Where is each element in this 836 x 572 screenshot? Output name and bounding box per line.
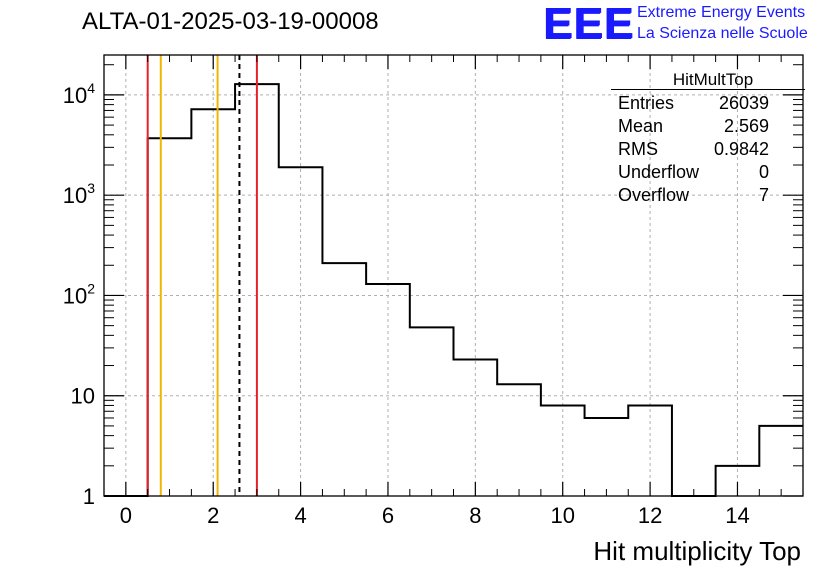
y-tick-label: 10	[71, 384, 95, 409]
x-tick-label: 6	[382, 503, 394, 528]
stats-value: 26039	[718, 93, 769, 113]
stats-row: Underflow 0	[611, 161, 805, 184]
stats-label: Overflow	[618, 185, 690, 205]
y-tick-label: 104	[63, 80, 95, 108]
stats-row: Overflow 7	[611, 184, 805, 207]
stats-row: Mean 2.569	[611, 115, 805, 138]
x-tick-label: 8	[469, 503, 481, 528]
x-axis-label: Hit multiplicity Top	[593, 536, 801, 566]
y-tick-label: 102	[63, 280, 95, 308]
stats-value: 7	[758, 185, 769, 205]
stats-value: 0	[758, 162, 769, 182]
stats-label: Entries	[618, 93, 675, 113]
stats-title: HitMultTop	[672, 70, 754, 89]
run-title: ALTA-01-2025-03-19-00008	[82, 8, 379, 35]
x-tick-label: 10	[550, 503, 574, 528]
stats-divider	[611, 89, 805, 90]
axis-ticks	[103, 55, 804, 497]
logo-line-1: Extreme Energy Events	[637, 4, 806, 21]
x-tick-label: 14	[725, 503, 749, 528]
x-tick-label: 2	[207, 503, 219, 528]
stats-row: RMS 0.9842	[611, 138, 805, 161]
x-tick-label: 0	[120, 503, 132, 528]
grid-lines	[104, 55, 803, 496]
y-tick-label: 1	[83, 484, 95, 509]
stats-box: HitMultTop Entries 26039 Mean 2.569 RMS 0.984…	[611, 70, 805, 207]
y-tick-label: 103	[63, 180, 95, 208]
stats-label: RMS	[618, 139, 658, 159]
histogram-outline	[104, 83, 803, 497]
stats-label: Mean	[618, 116, 664, 136]
eee-logo: EEE	[543, 0, 635, 48]
x-tick-label: 12	[638, 503, 662, 528]
x-tick-label: 4	[294, 503, 306, 528]
stats-rows: Entries 26039 Mean 2.569 RMS 0.9842 Underflow 0…	[611, 92, 805, 207]
marker-lines	[146, 55, 258, 496]
stats-row: Entries 26039	[611, 92, 805, 115]
stats-value: 0.9842	[713, 139, 769, 159]
tick-labels: 0 2 4 6 8 10 12 14 1 10 102 103 104	[63, 80, 750, 528]
histogram-series	[104, 83, 803, 497]
stats-value: 2.569	[723, 116, 769, 136]
stats-label: Underflow	[618, 162, 700, 182]
logo-line-2: La Scienza nelle Scuole	[637, 25, 808, 42]
